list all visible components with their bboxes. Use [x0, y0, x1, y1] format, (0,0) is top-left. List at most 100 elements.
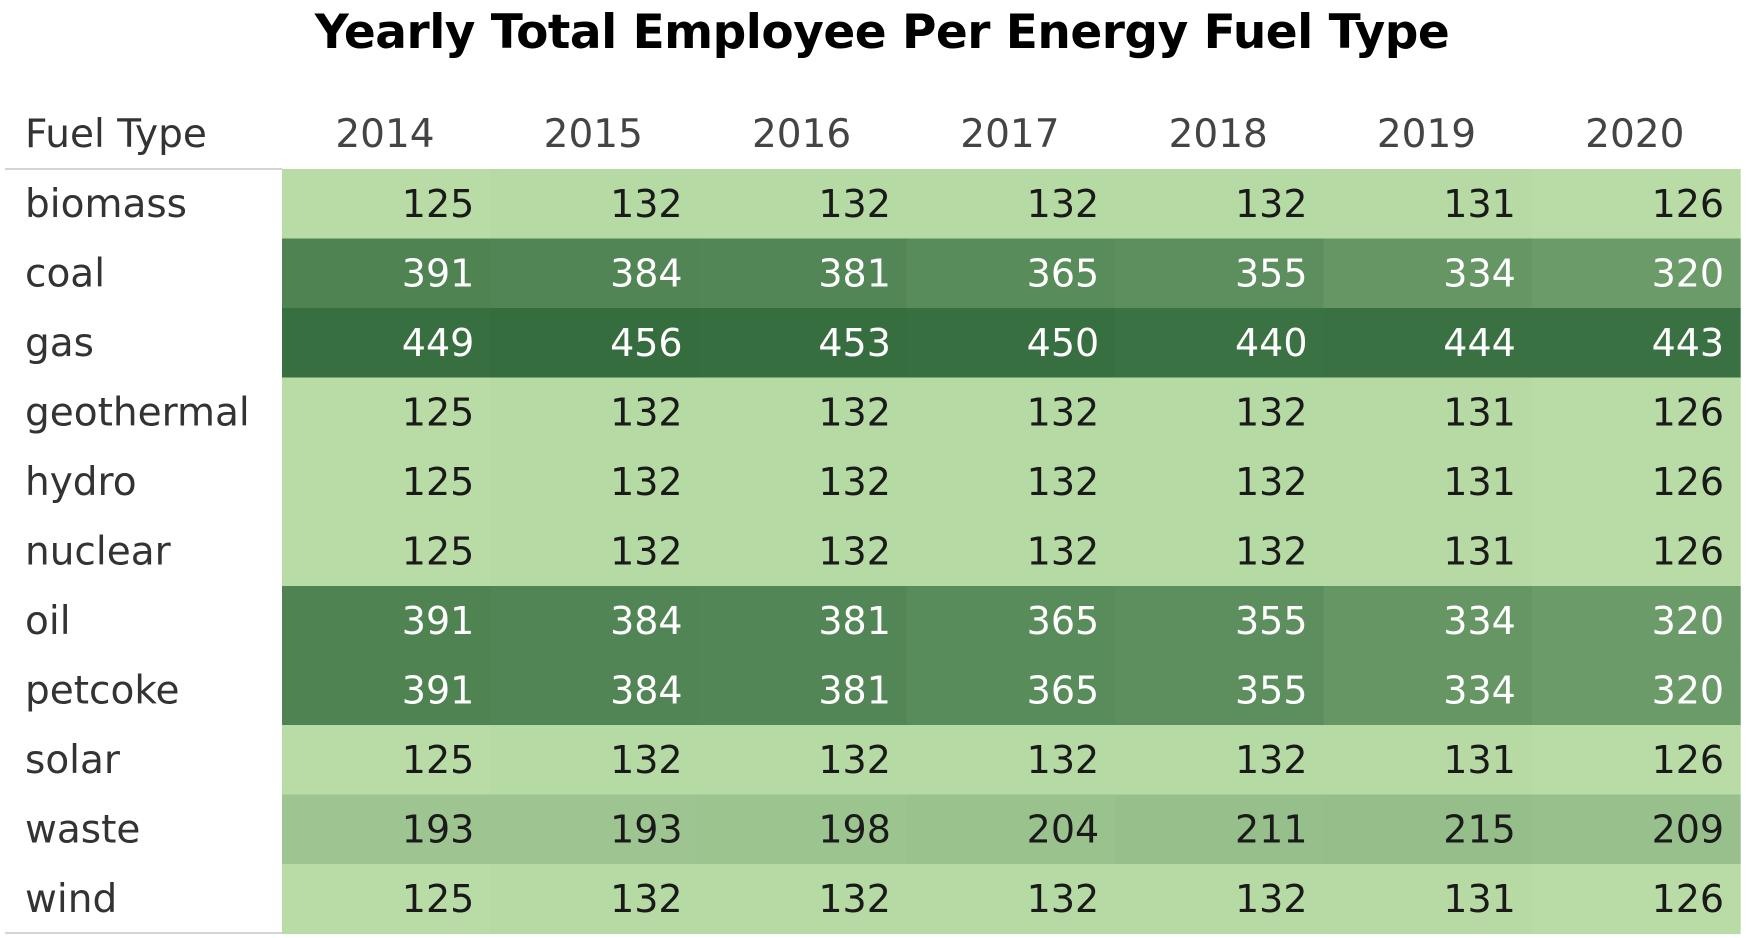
cell-value-label: 132: [818, 182, 891, 226]
heatmap-cell: [906, 447, 1116, 518]
cell-value-label: 384: [610, 599, 683, 643]
heatmap-cell: [698, 725, 908, 796]
column-label: 2015: [544, 112, 643, 157]
heatmap-cell: [490, 308, 700, 379]
cell-value-label: 126: [1652, 390, 1725, 434]
cell-value-label: 126: [1652, 877, 1725, 921]
heatmap-cell: [1115, 794, 1325, 865]
heatmap-cell: [490, 169, 700, 240]
cell-value-label: 126: [1652, 738, 1725, 782]
heatmap-cell: [906, 169, 1116, 240]
heatmap-cell: [698, 447, 908, 518]
cell-value-label: 132: [1027, 529, 1100, 573]
heatmap-cell: [698, 169, 908, 240]
heatmap-cell: [1115, 377, 1325, 448]
cell-value-label: 381: [818, 599, 891, 643]
column-label: 2018: [1169, 112, 1268, 157]
row-label: oil: [25, 599, 71, 644]
column-labels: 2014 2015 2016 2017 2018 2019 2020: [335, 112, 1684, 157]
heatmap-cell: [1531, 238, 1741, 309]
cell-value-label: 132: [1235, 390, 1308, 434]
cell-value-label: 334: [1443, 599, 1516, 643]
cell-value-label: 384: [610, 251, 683, 295]
heatmap-cell: [282, 794, 491, 865]
column-label: 2016: [752, 112, 851, 157]
cell-value-label: 381: [818, 668, 891, 712]
heatmap-cell: [1531, 655, 1741, 726]
cell-value-label: 126: [1652, 460, 1725, 504]
cell-value-label: 131: [1443, 529, 1516, 573]
cell-value-label: 198: [818, 807, 891, 851]
cell-value-label: 132: [1027, 460, 1100, 504]
heatmap-cell: [698, 794, 908, 865]
heatmap-cell: [906, 655, 1116, 726]
cell-value-label: 334: [1443, 668, 1516, 712]
cell-value-label: 126: [1652, 182, 1725, 226]
heatmap-cell: [1531, 516, 1741, 587]
heatmap-cell: [490, 238, 700, 309]
cell-value-label: 132: [610, 738, 683, 782]
heatmap-cell: [1323, 864, 1533, 935]
heatmap-cell: [698, 655, 908, 726]
heatmap-cell: [1115, 655, 1325, 726]
cell-value-label: 211: [1235, 807, 1308, 851]
heatmap-cell: [906, 516, 1116, 587]
heatmap-cell: [906, 308, 1116, 379]
row-label: geothermal: [25, 390, 250, 435]
cell-value-label: 132: [818, 460, 891, 504]
cell-value-label: 132: [610, 390, 683, 434]
heatmap-cell: [1531, 725, 1741, 796]
heatmap-cell: [698, 238, 908, 309]
cell-value-label: 209: [1652, 807, 1725, 851]
cell-value-label: 132: [1027, 738, 1100, 782]
heatmap-cell: [490, 864, 700, 935]
cell-value-label: 391: [402, 668, 475, 712]
heatmap-cell: [698, 377, 908, 448]
heatmap-cell: [698, 864, 908, 935]
row-label: biomass: [25, 182, 187, 227]
heatmap-cell: [282, 586, 491, 657]
heatmap-cell: [906, 238, 1116, 309]
cell-value-label: 391: [402, 251, 475, 295]
column-label: 2014: [335, 112, 434, 157]
heatmap-cell: [490, 447, 700, 518]
heatmap-cell: [1115, 169, 1325, 240]
cell-value-label: 193: [610, 807, 683, 851]
heatmap-cell: [282, 169, 491, 240]
cell-value-label: 449: [402, 321, 475, 365]
cell-value-label: 381: [818, 251, 891, 295]
heatmap-cell: [906, 864, 1116, 935]
heatmap-cell: [282, 377, 491, 448]
heatmap-cell: [906, 586, 1116, 657]
cell-value-label: 132: [1235, 738, 1308, 782]
heatmap-cell: [1531, 586, 1741, 657]
cell-value-label: 125: [402, 529, 475, 573]
cell-value-label: 443: [1652, 321, 1725, 365]
row-label: coal: [25, 251, 105, 296]
cell-value-label: 453: [818, 321, 891, 365]
cell-value-label: 132: [610, 460, 683, 504]
cell-value-label: 215: [1443, 807, 1516, 851]
cell-value-label: 450: [1027, 321, 1100, 365]
cell-value-label: 132: [1027, 182, 1100, 226]
cell-value-label: 320: [1652, 599, 1725, 643]
heatmap-cell: [1323, 377, 1533, 448]
cell-value-label: 384: [610, 668, 683, 712]
cell-value-label: 355: [1235, 251, 1308, 295]
heatmap-cell: [282, 725, 491, 796]
cell-value-label: 125: [402, 390, 475, 434]
heatmap-cell: [1323, 308, 1533, 379]
heatmap-cell: [282, 308, 491, 379]
row-label: petcoke: [25, 668, 180, 713]
heatmap-cell: [906, 725, 1116, 796]
cell-value-label: 132: [1235, 529, 1308, 573]
cell-value-label: 125: [402, 460, 475, 504]
cell-value-label: 132: [1235, 877, 1308, 921]
cell-value-label: 131: [1443, 182, 1516, 226]
cell-value-label: 132: [818, 738, 891, 782]
cell-value-label: 132: [610, 877, 683, 921]
row-label: waste: [25, 807, 140, 852]
heatmap-cell: [1323, 238, 1533, 309]
cell-value-label: 204: [1027, 807, 1100, 851]
